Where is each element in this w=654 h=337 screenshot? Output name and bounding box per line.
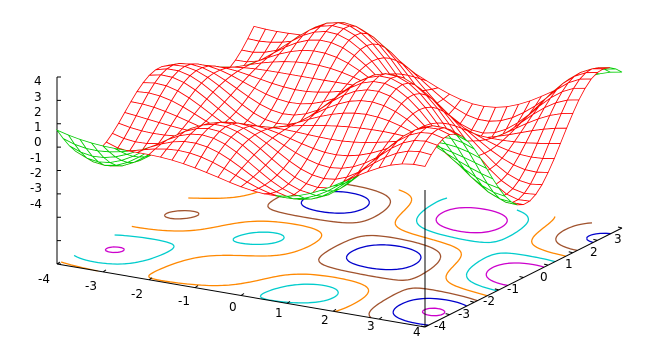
surface-cell bbox=[412, 151, 432, 167]
z-tick-label: -1 bbox=[30, 151, 42, 165]
x-tick-mark bbox=[102, 269, 107, 273]
y-tick-mark bbox=[519, 276, 524, 278]
z-tick-label: 4 bbox=[34, 74, 42, 88]
z-tick-label: -3 bbox=[30, 181, 42, 195]
z-tick-label: 2 bbox=[34, 105, 42, 119]
x-tick-label: 3 bbox=[367, 319, 375, 333]
x-tick-label: 1 bbox=[275, 306, 283, 320]
contour-level bbox=[300, 190, 611, 326]
x-tick-label: -2 bbox=[131, 287, 143, 301]
y-tick-mark bbox=[420, 325, 426, 328]
x-tick-mark bbox=[378, 316, 383, 320]
y-tick-label: -3 bbox=[458, 307, 470, 321]
x-tick-mark bbox=[286, 300, 291, 304]
x-tick-label: -4 bbox=[38, 272, 50, 286]
y-tick-mark bbox=[470, 300, 475, 303]
x-tick-label: -1 bbox=[178, 294, 190, 308]
z-tick-label: -4 bbox=[30, 197, 42, 211]
y-tick-label: -1 bbox=[507, 282, 519, 296]
x-tick-label: 0 bbox=[229, 300, 237, 314]
z-tick-label: 1 bbox=[34, 120, 42, 134]
contour-level bbox=[421, 307, 446, 317]
tick-marks bbox=[56, 76, 623, 328]
y-tick-label: 1 bbox=[565, 257, 573, 271]
x-tick-label: 2 bbox=[321, 313, 329, 327]
y-tick-label: 0 bbox=[540, 270, 548, 284]
x-tick-mark bbox=[194, 285, 199, 289]
contour-level bbox=[73, 197, 556, 304]
y-tick-label: -2 bbox=[483, 294, 495, 308]
y-tick-mark bbox=[494, 288, 499, 291]
x-tick-mark bbox=[332, 308, 337, 312]
y-tick-mark bbox=[568, 251, 573, 254]
y-tick-mark bbox=[544, 263, 549, 266]
x-tick-label: -3 bbox=[85, 279, 97, 293]
surface-mesh bbox=[55, 22, 623, 206]
y-tick-mark bbox=[445, 313, 450, 316]
x-tick-mark bbox=[148, 277, 153, 281]
x-tick-label: 4 bbox=[413, 325, 421, 337]
x-tick-mark bbox=[240, 293, 245, 296]
x-tick-mark bbox=[424, 324, 429, 328]
y-tick-label: 3 bbox=[614, 232, 622, 246]
y-tick-mark bbox=[593, 238, 598, 241]
z-tick-label: 0 bbox=[34, 135, 42, 149]
z-tick-label: 3 bbox=[34, 90, 42, 104]
y-tick-mark bbox=[617, 226, 623, 229]
z-tick-label: -2 bbox=[30, 166, 42, 180]
y-tick-label: 2 bbox=[590, 245, 598, 259]
contour-level bbox=[104, 206, 545, 287]
y-tick-label: -4 bbox=[434, 319, 446, 333]
